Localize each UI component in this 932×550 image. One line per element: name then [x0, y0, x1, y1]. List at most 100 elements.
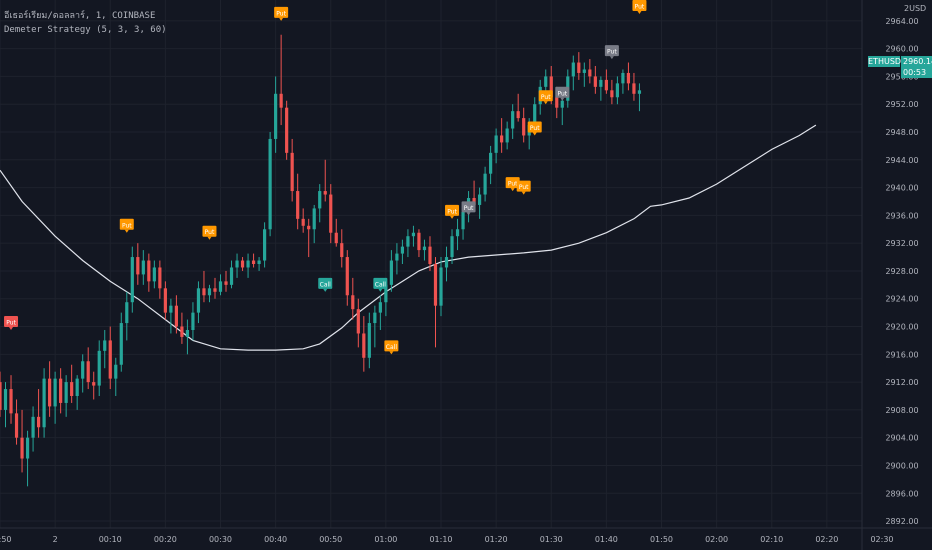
time-tick-label: 01:00 [374, 535, 397, 544]
candle-body [483, 173, 487, 195]
candle-body [224, 281, 228, 285]
candle-body [417, 232, 421, 251]
candle-body [511, 111, 515, 129]
price-tick-label: 2924.00 [885, 295, 918, 304]
symbol-title[interactable]: อีเธอร์เรียม/ดอลลาร์, 1, COINBASE [4, 11, 156, 21]
price-tick-label: 2896.00 [885, 489, 918, 498]
candle-body [340, 243, 344, 258]
candle-body [450, 236, 454, 258]
candle-body [136, 257, 140, 275]
signal-label: Put [276, 10, 286, 17]
candle-body [213, 288, 217, 292]
candle-body [549, 76, 553, 98]
candle-body [158, 267, 162, 289]
signal-badge [119, 218, 134, 230]
signal-pointer [510, 188, 515, 192]
candle-body [257, 260, 261, 264]
candle-body [20, 437, 24, 459]
candle-body [191, 312, 195, 330]
signal-pointer [323, 288, 328, 292]
candle-body [599, 79, 603, 87]
candle-body [604, 79, 608, 91]
signal-pointer [389, 351, 394, 355]
candle-body [318, 191, 322, 209]
candle-body [125, 302, 129, 324]
candle-body [439, 267, 443, 306]
price-tick-label: 2932.00 [885, 239, 918, 248]
candle-body [632, 83, 636, 94]
candle-body [505, 128, 509, 143]
candle-body [560, 100, 564, 108]
candle-body [455, 229, 460, 237]
candle-body [444, 257, 449, 268]
candle-body [345, 257, 349, 296]
candle-body [180, 326, 184, 337]
price-tick-label: 2936.00 [885, 211, 918, 220]
currency-label[interactable]: 2USD [904, 4, 926, 13]
signal-pointer [521, 191, 526, 195]
signal-label: Put [122, 222, 132, 229]
candle-body [621, 72, 625, 84]
signal-label: Put [607, 49, 617, 56]
candle-body [323, 191, 327, 195]
candle-body [92, 382, 96, 386]
time-tick-label: 00:30 [209, 535, 232, 544]
candle-body [626, 72, 631, 84]
candle-body [169, 305, 173, 313]
candle-body [235, 260, 239, 268]
candle-body [147, 260, 151, 282]
candle-body [97, 350, 101, 386]
candle-body [312, 208, 316, 230]
candle-series [0, 34, 642, 487]
signal-badge [373, 277, 388, 289]
candle-body [196, 288, 201, 313]
candle-body [351, 295, 355, 310]
signal-label: Put [635, 3, 645, 10]
signal-label: Put [205, 229, 215, 236]
signal-pointer [279, 17, 284, 21]
candle-body [246, 260, 250, 268]
candle-body [411, 232, 416, 237]
chart-grid [0, 0, 883, 528]
candle-body [395, 253, 399, 261]
candle-body [378, 302, 382, 313]
candle-body [593, 76, 597, 87]
time-tick-label: 01:30 [540, 535, 563, 544]
price-tick-label: 2960.00 [885, 45, 918, 54]
signal-label: Put [519, 184, 529, 191]
candle-body [64, 382, 68, 403]
time-tick-label: 02:10 [760, 535, 783, 544]
signal-label: Call [320, 281, 332, 288]
signal-label: Put [464, 205, 474, 212]
candle-body [329, 194, 333, 233]
candle-body [279, 93, 283, 108]
candle-body [36, 416, 41, 428]
candle-body [25, 437, 30, 459]
candle-body [555, 97, 559, 108]
price-tick-label: 2904.00 [885, 434, 918, 443]
price-tick-label: 2920.00 [885, 323, 918, 332]
candle-body [0, 382, 2, 410]
price-axis[interactable]: 2964.002960.002956.002952.002948.002944.… [861, 0, 932, 550]
price-tick-label: 2964.00 [885, 17, 918, 26]
signal-pointer [9, 327, 14, 331]
candle-body [494, 135, 498, 153]
candle-body [274, 93, 278, 139]
signal-label: Put [6, 320, 16, 327]
strategy-title[interactable]: Demeter Strategy (5, 3, 3, 60) [4, 25, 167, 35]
signal-pointer [609, 56, 614, 60]
time-tick-label: 02:00 [705, 535, 728, 544]
candle-body [185, 330, 190, 337]
candle-body [207, 288, 212, 296]
signal-badge [384, 340, 399, 352]
signal-pointer [466, 212, 471, 216]
time-axis[interactable]: 23:50 2 00:10 00:20 00:30 00:40 00:50 01:00 01:1… [0, 527, 932, 544]
candle-body [251, 260, 256, 264]
candle-body [362, 333, 366, 358]
last-price-badge: 2960.14 00:53 [901, 56, 932, 78]
candle-body [588, 69, 592, 77]
signal-badge [202, 225, 217, 237]
price-tick-label: 2940.00 [885, 184, 918, 193]
